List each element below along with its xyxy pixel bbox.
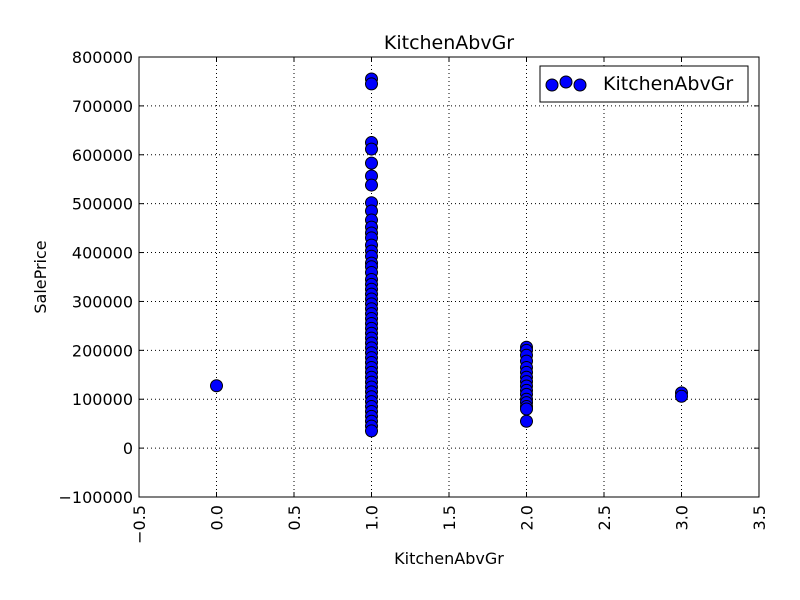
x-tick-label: 1.5 [440, 505, 459, 530]
data-points [210, 72, 688, 438]
y-tick-label: 200000 [72, 341, 133, 360]
data-point [675, 389, 688, 403]
x-tick-label: 2.5 [595, 505, 614, 530]
data-point [365, 178, 378, 192]
data-point [365, 142, 378, 156]
data-point [365, 424, 378, 438]
y-tick-label: 400000 [72, 244, 133, 263]
legend-marker [559, 75, 573, 89]
y-tick-label: 800000 [72, 48, 133, 67]
axis-ticks: −0.5 0.0 0.5 1.0 1.5 2.0 2.5 3.0 3.5 −100000 0 1000… [59, 48, 769, 544]
data-point [365, 77, 378, 91]
x-tick-label: 2.0 [518, 505, 537, 530]
legend-marker [573, 78, 587, 92]
x-tick-label: −0.5 [130, 505, 149, 544]
legend-label: KitchenAbvGr [603, 73, 733, 95]
x-tick-label: 3.0 [673, 505, 692, 530]
legend: KitchenAbvGr [539, 65, 749, 103]
x-tick-label: 0.0 [208, 505, 227, 530]
y-tick-label: 300000 [72, 292, 133, 311]
x-tick-label: 1.0 [363, 505, 382, 530]
y-tick-label: 500000 [72, 195, 133, 214]
data-point [520, 414, 533, 428]
y-tick-label: 600000 [72, 146, 133, 165]
y-axis-label: SalePrice [31, 240, 50, 313]
x-tick-label: 3.5 [750, 505, 769, 530]
legend-marker [545, 78, 559, 92]
y-tick-label: 100000 [72, 390, 133, 409]
y-tick-label: 700000 [72, 97, 133, 116]
y-tick-label: 0 [123, 439, 133, 458]
data-point [365, 156, 378, 170]
data-point [520, 402, 533, 416]
y-tick-label: −100000 [59, 488, 133, 507]
chart-title: KitchenAbvGr [384, 32, 514, 54]
x-axis-label: KitchenAbvGr [394, 549, 504, 568]
x-tick-label: 0.5 [285, 505, 304, 530]
data-point [210, 379, 223, 393]
